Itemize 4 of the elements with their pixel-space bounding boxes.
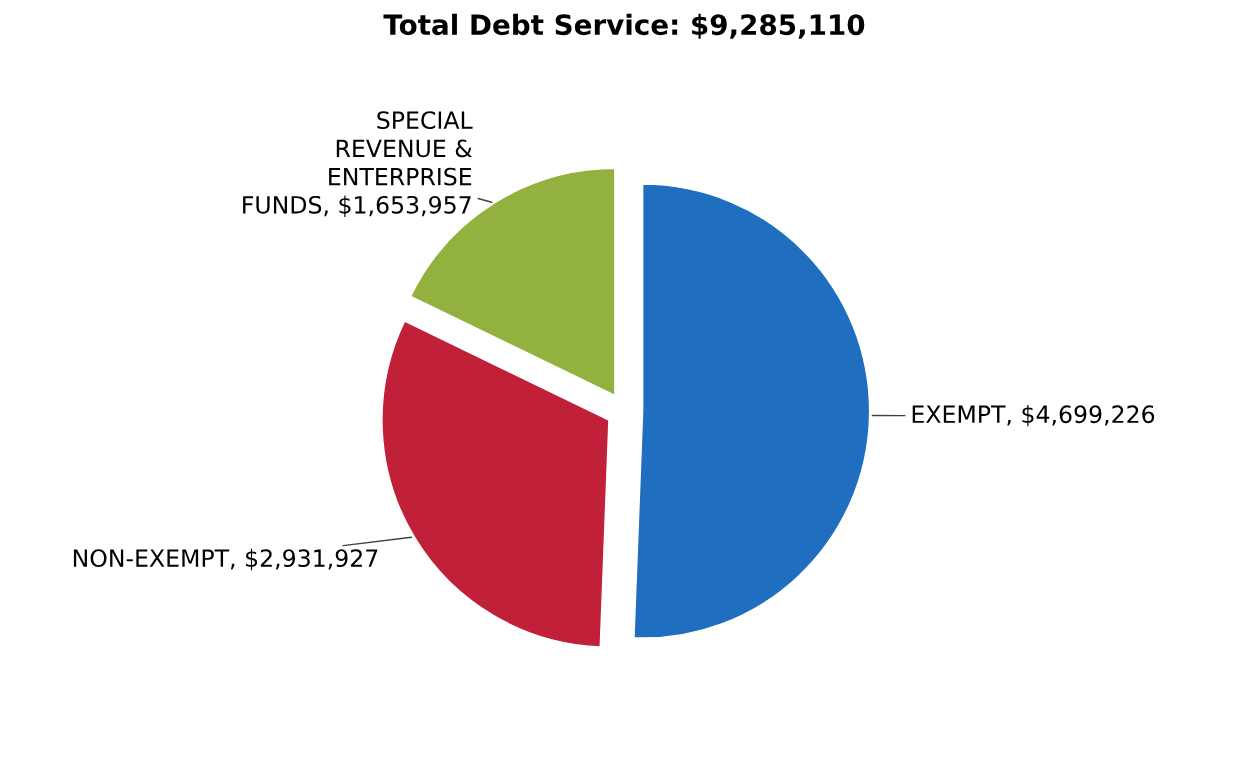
chart-title: Total Debt Service: $9,285,110	[383, 13, 865, 39]
slice-label: SPECIAL REVENUE & ENTERPRISE FUNDS, $1,653,957	[243, 111, 473, 217]
slice-label: EXEMPT, $4,699,226	[912, 404, 1155, 427]
slice-label: NON-EXEMPT, $2,931,927	[73, 548, 378, 571]
